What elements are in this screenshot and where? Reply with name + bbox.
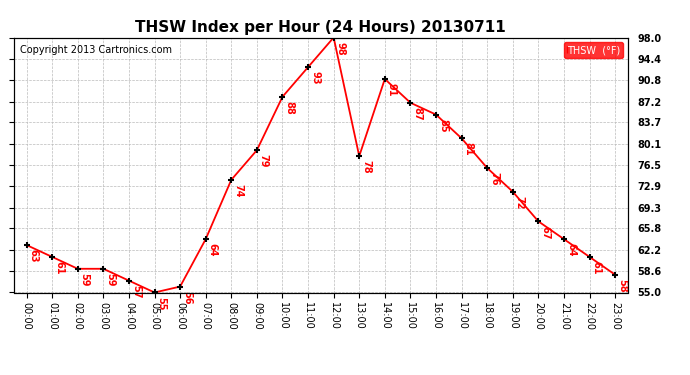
Text: 81: 81 <box>464 142 473 156</box>
Text: Copyright 2013 Cartronics.com: Copyright 2013 Cartronics.com <box>20 45 172 55</box>
Legend: THSW  (°F): THSW (°F) <box>564 42 623 58</box>
Text: 79: 79 <box>259 154 269 168</box>
Text: 87: 87 <box>413 107 422 120</box>
Text: 98: 98 <box>335 42 346 55</box>
Text: 78: 78 <box>361 160 371 174</box>
Text: 85: 85 <box>438 119 448 132</box>
Title: THSW Index per Hour (24 Hours) 20130711: THSW Index per Hour (24 Hours) 20130711 <box>135 20 506 35</box>
Text: 67: 67 <box>540 225 551 239</box>
Text: 55: 55 <box>157 297 166 310</box>
Text: 57: 57 <box>131 285 141 298</box>
Text: 56: 56 <box>182 291 192 304</box>
Text: 58: 58 <box>617 279 627 292</box>
Text: 64: 64 <box>566 243 576 257</box>
Text: 88: 88 <box>284 101 295 115</box>
Text: 59: 59 <box>80 273 90 286</box>
Text: 93: 93 <box>310 71 320 85</box>
Text: 61: 61 <box>54 261 64 274</box>
Text: 64: 64 <box>208 243 217 257</box>
Text: 74: 74 <box>233 184 244 198</box>
Text: 61: 61 <box>591 261 602 274</box>
Text: 72: 72 <box>515 196 524 209</box>
Text: 63: 63 <box>28 249 39 263</box>
Text: 91: 91 <box>387 83 397 97</box>
Text: 59: 59 <box>106 273 115 286</box>
Text: 76: 76 <box>489 172 499 186</box>
